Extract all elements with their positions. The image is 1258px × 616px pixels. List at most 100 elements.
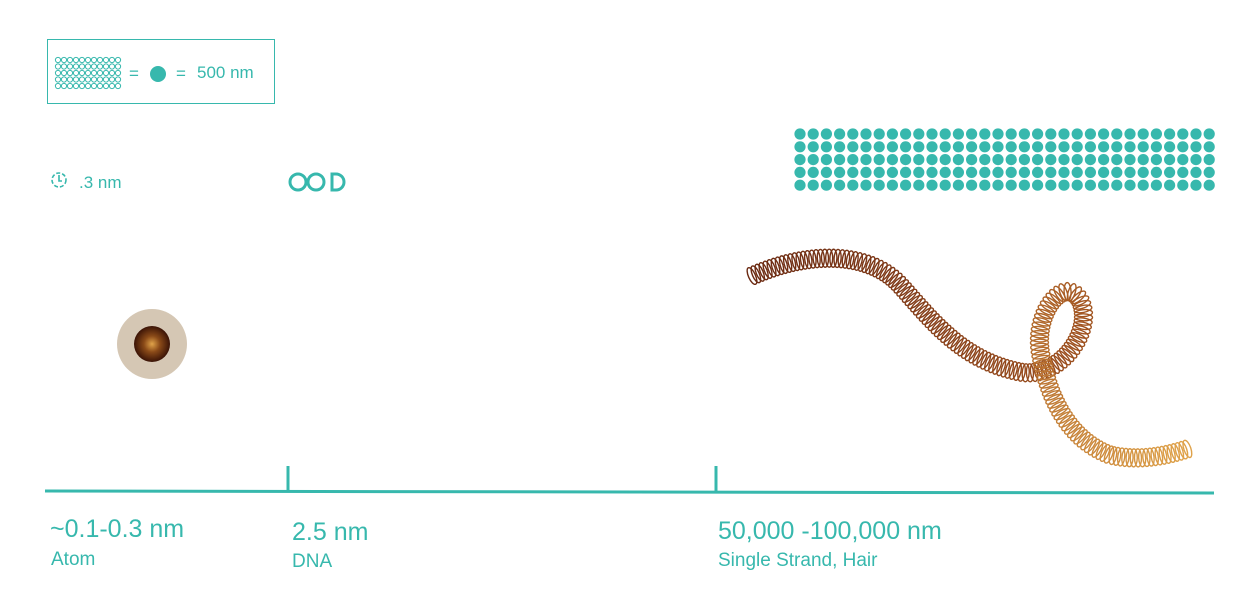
block-dot (979, 128, 991, 140)
block-dot (1058, 128, 1070, 140)
hair-coil (933, 321, 949, 338)
atom-caption: Atom (51, 549, 96, 570)
block-dot (952, 141, 965, 153)
filled-dot-icon (150, 66, 166, 82)
hair-coil (762, 260, 773, 279)
hair-coil (1108, 446, 1118, 466)
block-dot (926, 166, 938, 178)
block-dot (860, 154, 872, 166)
hair-coil (904, 291, 921, 307)
hair-coil (1030, 342, 1050, 352)
hair-coil (1154, 446, 1164, 466)
block-dot (794, 179, 806, 191)
hair-coil (1045, 393, 1064, 405)
block-dot (1018, 154, 1030, 166)
block-dot (1071, 141, 1083, 153)
block-dot (1018, 166, 1030, 178)
hair-coil (1047, 397, 1065, 409)
hair-coil (1073, 429, 1088, 445)
hair-coil (890, 275, 907, 291)
hair-coil (1008, 361, 1019, 380)
hair-coil (1170, 443, 1181, 462)
block-dot (860, 128, 872, 140)
block-dot (992, 166, 1004, 178)
hair-coil (1058, 347, 1075, 363)
block-dot (1190, 128, 1202, 140)
block-dot (913, 154, 925, 166)
block-dot (979, 141, 991, 153)
block-dot (873, 128, 885, 140)
block-dot (1111, 179, 1123, 191)
block-dot (860, 179, 872, 191)
block-dot (1137, 154, 1149, 166)
atom-measure: ~0.1-0.3 nm (50, 515, 185, 543)
block-dot (1190, 166, 1202, 178)
block-dot (966, 179, 978, 191)
block-dot (847, 141, 859, 153)
hair-coil (968, 346, 981, 364)
hair-coil (946, 332, 961, 349)
block-dot (1203, 128, 1215, 140)
hair-coil (1049, 400, 1067, 413)
block-dot (1098, 154, 1110, 166)
block-dot (1203, 154, 1215, 166)
block-dot (952, 128, 965, 140)
hair-coil (980, 351, 992, 370)
hair-coil (1040, 382, 1059, 393)
block-dot (1190, 154, 1202, 166)
block-dot (1150, 128, 1162, 140)
block-dot (834, 166, 846, 178)
hair-coil (1061, 344, 1078, 359)
hair-coil (875, 261, 888, 280)
hair-coil (1072, 321, 1092, 331)
block-dot (900, 128, 912, 140)
dna-rings-icon (288, 172, 346, 192)
block-dot (1032, 154, 1044, 166)
hair-coil (1053, 407, 1071, 421)
hair-coil (1080, 434, 1094, 451)
hair-coil (1178, 440, 1189, 460)
block-dot (1164, 141, 1176, 153)
block-dot (1164, 179, 1176, 191)
hair-coil (940, 327, 955, 344)
hair-coil (912, 301, 929, 316)
block-dot (900, 166, 912, 178)
dot-block (794, 128, 1215, 191)
hair-coil (1039, 300, 1058, 313)
block-dot (1005, 154, 1017, 166)
legend-box (47, 39, 275, 104)
hair-coil (812, 249, 821, 269)
hair-coil (1162, 444, 1172, 464)
block-dot (794, 154, 806, 166)
block-dot (1137, 179, 1149, 191)
hair-coil (865, 256, 876, 275)
hair-coil (778, 255, 789, 275)
block-dot (1190, 141, 1202, 153)
block-dot (1177, 154, 1189, 166)
block-dot (1005, 166, 1017, 178)
block-dot (1058, 166, 1070, 178)
hair-coil (1031, 321, 1051, 331)
block-dot (1098, 166, 1110, 178)
hair-coil (988, 354, 999, 374)
hair-coil (861, 254, 872, 274)
hair-coil (829, 248, 838, 268)
hair-coil (845, 250, 855, 270)
block-dot (900, 141, 912, 153)
block-dot (807, 166, 819, 178)
block-dot (1111, 141, 1123, 153)
block-dot (926, 128, 938, 140)
hair-coil (1036, 370, 1056, 381)
block-dot (913, 179, 925, 191)
hair-coil (1068, 286, 1083, 303)
hair-coil (957, 339, 971, 357)
block-dot (847, 128, 859, 140)
block-dot (1164, 128, 1176, 140)
block-dot (1058, 154, 1070, 166)
hair-coil (1072, 299, 1092, 310)
block-dot (1032, 128, 1044, 140)
hair-coil (1035, 366, 1054, 377)
block-dot (1084, 141, 1096, 153)
hair-coil (1076, 431, 1091, 448)
